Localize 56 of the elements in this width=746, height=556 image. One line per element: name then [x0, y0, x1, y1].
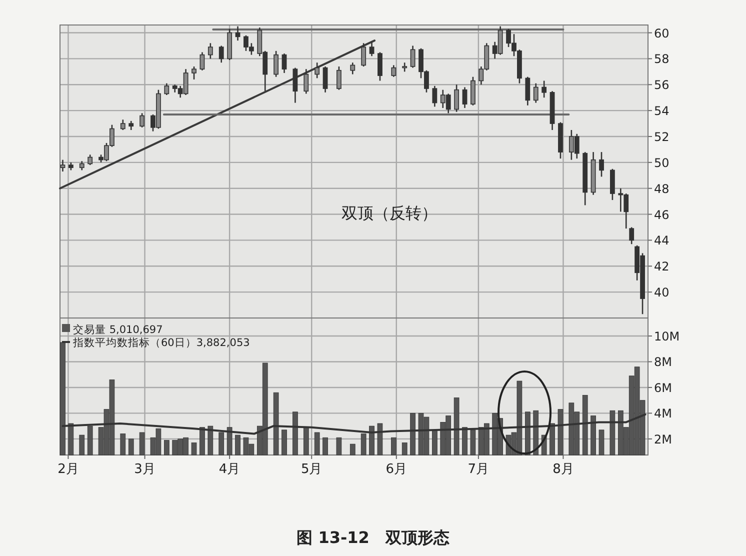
x-tick-label: 3月 [134, 462, 156, 477]
candlestick [235, 26, 240, 42]
x-tick-label: 5月 [300, 462, 322, 477]
candlestick [470, 76, 476, 106]
y-tick-label: 58 [654, 52, 670, 66]
x-tick-label: 2月 [58, 462, 79, 477]
candlestick [200, 52, 205, 72]
y-tick-label: 50 [654, 156, 670, 170]
x-tick-label: 6月 [386, 462, 408, 477]
candlestick [336, 66, 342, 90]
y-tick-label: 46 [654, 208, 670, 222]
legend-label: 指数平均数指标（60日）3,882,053 [72, 337, 250, 349]
candlestick [314, 62, 320, 79]
candlestick [542, 80, 547, 98]
y-tick-label: 44 [654, 234, 670, 248]
y-tick-label: 54 [654, 104, 670, 118]
candlestick [164, 82, 170, 96]
y-tick-label: 56 [654, 78, 670, 92]
y-tick-label: 4M [654, 406, 672, 421]
annotation: 双顶（反转） [341, 203, 438, 222]
candlestick [432, 85, 438, 108]
candlestick [274, 50, 279, 78]
y-tick-label: 60 [654, 26, 670, 40]
y-tick-label: 2M [654, 432, 672, 446]
candlestick [350, 62, 356, 75]
y-tick-label: 10M [654, 330, 680, 344]
y-tick-label: 40 [654, 286, 670, 300]
y-tick-label: 48 [654, 182, 670, 196]
candlestick [292, 67, 298, 104]
candlestick [304, 68, 309, 94]
candlestick [282, 52, 287, 74]
candlestick [454, 84, 460, 113]
y-tick-label: 42 [654, 260, 670, 274]
candlestick [410, 45, 416, 68]
candlestick [610, 168, 615, 201]
candlestick [629, 226, 634, 245]
y-tick-label: 8M [654, 355, 672, 370]
candlestick [402, 62, 408, 72]
candlestick [533, 82, 538, 104]
y-tick-label: 6M [654, 380, 672, 395]
caption: 图 13-12 双顶形态 [296, 528, 450, 547]
candlestick [218, 45, 224, 64]
x-tick-label: 4月 [218, 462, 240, 477]
candlestick [391, 64, 396, 78]
x-tick-label: 8月 [552, 462, 574, 477]
x-tick-label: 7月 [468, 462, 490, 477]
candlestick [208, 42, 213, 60]
legend-label: 交易量 5,010,697 [73, 323, 163, 336]
candlestick [361, 42, 366, 68]
y-tick-label: 52 [654, 130, 670, 144]
candlestick [599, 151, 604, 178]
candlestick [192, 66, 196, 80]
candlestick [322, 66, 328, 94]
candlestick [462, 86, 468, 109]
candlestick [525, 76, 530, 106]
candlestick [378, 52, 382, 82]
